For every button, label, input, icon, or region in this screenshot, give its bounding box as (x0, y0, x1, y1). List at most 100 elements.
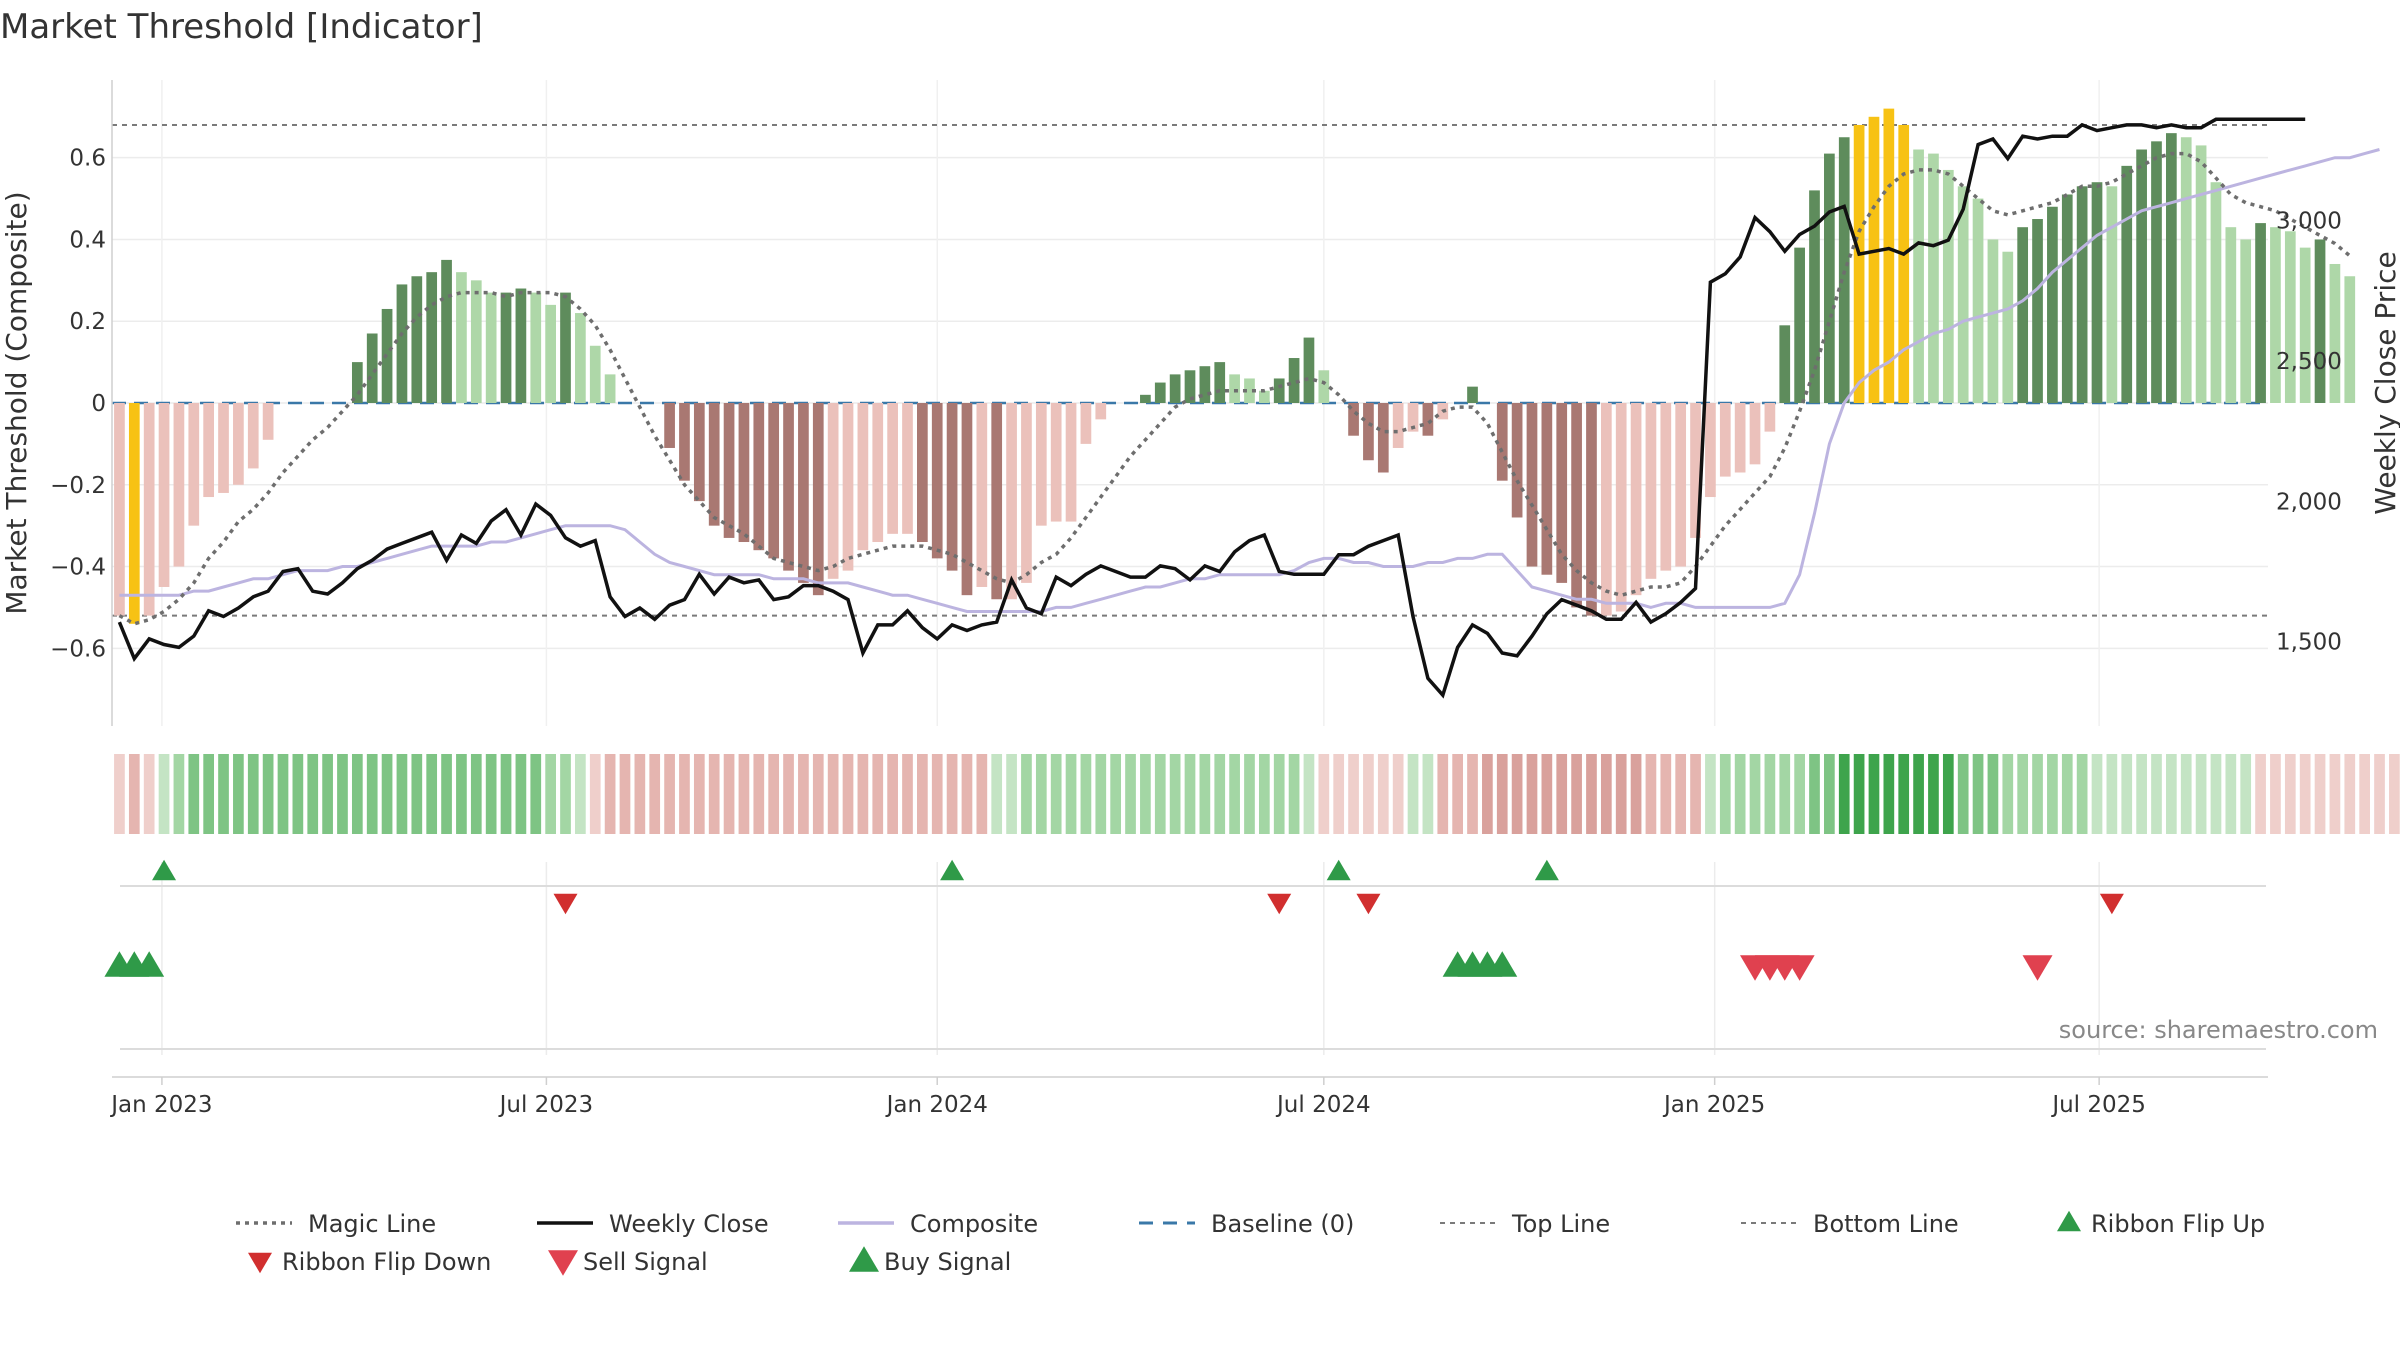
legend-label: Buy Signal (884, 1248, 1011, 1276)
ribbon-cell (2389, 754, 2400, 834)
composite-bar (753, 403, 765, 551)
composite-bar (143, 403, 155, 616)
composite-bar (515, 288, 527, 403)
ribbon-cell (1645, 754, 1657, 834)
ribbon-cell (560, 754, 571, 834)
ribbon (114, 754, 2400, 834)
composite-bar (827, 403, 839, 579)
ribbon-cell (1705, 754, 1716, 834)
composite-bar (2091, 182, 2103, 403)
series-lines (117, 117, 2380, 699)
composite-bar (2240, 239, 2252, 403)
composite-bar (976, 403, 988, 587)
ribbon-cell (2136, 754, 2147, 834)
ribbon-flip-down-marker (1356, 893, 1381, 915)
composite-bar (456, 272, 467, 403)
composite-bar (1467, 386, 1478, 403)
ribbon-cell (1586, 754, 1597, 834)
legend-swatch-ribbon-flip-up (2057, 1210, 2081, 1232)
sell-signal-marker (1784, 955, 1815, 981)
composite-bar (2299, 247, 2311, 403)
ribbon-cell (1942, 754, 1954, 834)
ribbon-cell (1095, 754, 1107, 834)
ribbon-cell (946, 754, 958, 834)
composite-bar (991, 403, 1003, 600)
legend: Magic Line Weekly Close Composite Baseline … (236, 1210, 2265, 1276)
ribbon-cell (307, 754, 319, 834)
ribbon-cell (991, 754, 1003, 834)
ribbon-cell (1273, 754, 1285, 834)
ribbon-cell (768, 754, 780, 834)
y-tick-label: 0.2 (69, 309, 106, 335)
composite-bar (262, 403, 274, 440)
composite-bar (1288, 358, 1300, 403)
composite-bar (1824, 153, 1835, 403)
ribbon-cell (1258, 754, 1270, 834)
ribbon-cell (1006, 754, 1017, 834)
composite-bar (1898, 124, 1910, 404)
ribbon-cell (2032, 754, 2043, 834)
ribbon-cell (1824, 754, 1835, 834)
y-axis-label: Market Threshold (Composite) (0, 191, 33, 614)
composite-bar (2047, 206, 2058, 403)
composite-bar (1184, 370, 1196, 403)
composite-bar (1169, 374, 1181, 403)
ribbon-cell (708, 754, 720, 834)
ribbon-cell (1050, 754, 1062, 834)
ribbon-cell (976, 754, 988, 834)
ribbon-cell (2061, 754, 2073, 834)
ribbon-cell (753, 754, 765, 834)
ribbon-cell (1898, 754, 1910, 834)
composite-bar (1719, 403, 1731, 477)
y2-tick-label: 2,000 (2276, 489, 2342, 515)
composite-bar (1511, 403, 1523, 518)
ribbon-cell (1615, 754, 1627, 834)
composite-bar (2136, 149, 2147, 403)
composite-bar (173, 403, 185, 567)
ribbon-cell (2359, 754, 2371, 834)
composite-bar (2017, 227, 2029, 403)
ribbon-cell (1779, 754, 1791, 834)
composite-bar (2284, 231, 2296, 403)
ribbon-cell (1363, 754, 1374, 834)
ribbon-cell (203, 754, 215, 834)
ribbon-cell (114, 754, 125, 834)
composite-bar (961, 403, 973, 596)
ribbon-cell (589, 754, 601, 834)
axes: −0.6 −0.4 −0.2 0 0.2 0.4 0.6 1,500 2,000 2,500 3,0… (50, 80, 2342, 1118)
ribbon-cell (1437, 754, 1449, 834)
ribbon-cell (798, 754, 809, 834)
composite-bar (128, 403, 140, 624)
composite-bar (351, 362, 363, 403)
composite-bar (485, 292, 497, 403)
ribbon-cell (1794, 754, 1805, 834)
ribbon-cell (1110, 754, 1122, 834)
ribbon-cell (842, 754, 854, 834)
ribbon-cell (1660, 754, 1672, 834)
ribbon-cell (738, 754, 750, 834)
composite-bar (1348, 403, 1359, 436)
composite-bar (1214, 362, 1226, 403)
ribbon-cell (2314, 754, 2326, 834)
ribbon-cell (485, 754, 497, 834)
buy-signal-marker (134, 951, 165, 977)
x-tick-label: Jul 2025 (2050, 1092, 2146, 1118)
ribbon-cell (2329, 754, 2341, 834)
ribbon-cell (693, 754, 705, 834)
composite-bar (2151, 141, 2162, 404)
ribbon-cell (1749, 754, 1761, 834)
composite-bar (2329, 263, 2341, 403)
ribbon-cell (1140, 754, 1151, 834)
ribbon-cell (634, 754, 646, 834)
ribbon-cell (456, 754, 467, 834)
ribbon-cell (515, 754, 527, 834)
composite-bar (2195, 145, 2207, 403)
y-tick-label: −0.4 (50, 555, 106, 581)
composite-bar (1392, 403, 1404, 448)
ribbon-flip-up-marker (1326, 859, 1351, 881)
composite-bar (738, 403, 750, 543)
composite-bar (1600, 403, 1612, 616)
composite-bar (589, 345, 601, 403)
composite-bar (2002, 251, 2014, 403)
ribbon-cell (1467, 754, 1478, 834)
